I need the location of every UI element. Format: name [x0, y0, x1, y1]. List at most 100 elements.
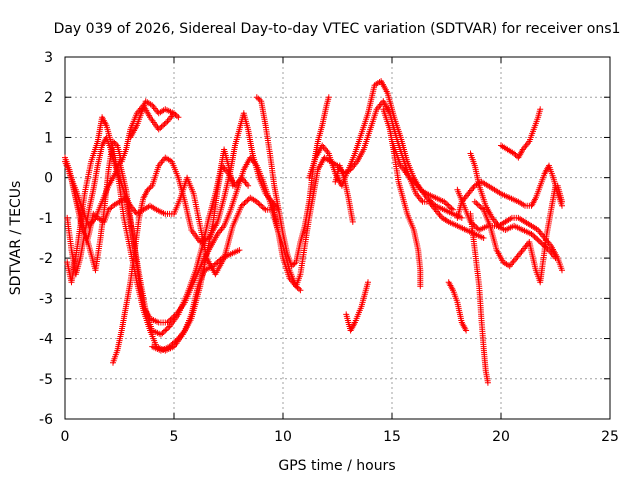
data-point-marker [241, 200, 248, 207]
data-point-marker [426, 197, 433, 204]
data-point-marker [477, 204, 484, 211]
data-point-marker [480, 235, 487, 241]
data-point-marker [107, 205, 114, 212]
trace-t5 [64, 114, 252, 354]
data-point-marker [538, 240, 545, 247]
trace-t6 [110, 110, 282, 366]
data-point-marker [165, 324, 172, 331]
data-point-marker [444, 201, 451, 208]
data-point-marker [242, 198, 249, 205]
data-point-marker [484, 379, 491, 386]
data-point-marker [471, 198, 478, 205]
data-point-marker [296, 285, 302, 292]
data-point-marker [325, 94, 332, 101]
trace-t13 [343, 279, 371, 334]
data-point-marker [407, 176, 414, 182]
data-point-marker [255, 95, 262, 102]
data-point-marker [216, 257, 223, 264]
data-point-marker [429, 200, 436, 207]
plot-frame [64, 56, 611, 420]
data-point-marker [255, 200, 262, 207]
trace-t22 [471, 182, 565, 286]
trace-t20 [467, 210, 491, 386]
x-tick-label: 0 [61, 429, 70, 445]
data-point-marker [511, 150, 518, 157]
data-point-marker [332, 178, 339, 185]
data-point-marker [290, 261, 297, 268]
trace-t12 [332, 162, 356, 225]
data-point-marker [412, 180, 419, 186]
data-point-marker [256, 201, 263, 208]
trace-t19 [498, 106, 544, 161]
x-tick-label: 25 [601, 429, 619, 445]
x-tick-label: 20 [492, 429, 510, 445]
trace-t10 [269, 98, 487, 290]
data-point-marker [473, 224, 480, 231]
axis-ticks: 0 5 10 15 20 25 -6 -5 -4 -3 -2 -1 0 1 2 3 [39, 50, 619, 445]
data-point-marker [417, 283, 424, 290]
data-points [62, 78, 565, 386]
data-point-marker [530, 232, 536, 239]
x-tick-label: 5 [170, 429, 179, 445]
data-point-marker [463, 327, 470, 334]
data-point-marker [236, 247, 243, 254]
data-point-marker [112, 141, 119, 148]
data-point-marker [160, 122, 167, 129]
data-point-marker [175, 114, 182, 121]
data-point-marker [442, 200, 449, 207]
trace-t8 [149, 247, 243, 354]
data-point-marker [423, 194, 430, 201]
data-point-marker [171, 110, 177, 117]
data-point-marker [261, 205, 268, 212]
data-point-marker [238, 202, 245, 209]
data-point-marker [146, 185, 153, 192]
y-tick-label: -2 [39, 251, 53, 267]
data-point-marker [158, 123, 165, 130]
data-point-marker [172, 338, 179, 345]
x-tick-label: 15 [383, 429, 401, 445]
data-point-marker [258, 202, 265, 209]
trace-t2 [62, 102, 182, 274]
trace-t7 [127, 98, 177, 141]
data-point-marker [473, 200, 480, 207]
y-tick-label: 2 [44, 90, 53, 106]
data-point-marker [244, 197, 251, 204]
y-tick-label: 0 [44, 171, 53, 187]
data-point-marker [173, 113, 180, 119]
y-tick-label: -4 [39, 332, 53, 348]
data-point-marker [161, 121, 168, 127]
data-point-marker [163, 119, 169, 126]
data-point-marker [159, 330, 166, 337]
data-point-marker [552, 255, 559, 262]
data-point-marker [297, 287, 304, 294]
data-point-marker [559, 267, 565, 274]
y-tick-label: -6 [39, 412, 53, 428]
data-point-marker [474, 201, 481, 208]
y-tick-label: 3 [44, 50, 53, 66]
data-point-marker [537, 106, 544, 113]
data-point-marker [445, 202, 452, 209]
data-point-marker [532, 235, 539, 241]
data-point-marker [365, 279, 371, 286]
y-tick-label: 1 [44, 130, 53, 146]
trace-t14 [380, 106, 424, 290]
data-point-marker [253, 94, 260, 101]
data-point-marker [162, 327, 169, 334]
data-point-marker [535, 237, 542, 244]
y-tick-label: -1 [39, 211, 53, 227]
data-point-marker [157, 125, 164, 132]
chart-title: Day 039 of 2026, Sidereal Day-to-day VTE… [54, 21, 621, 37]
data-point-marker [259, 204, 266, 211]
data-point-marker [476, 202, 483, 209]
data-point-marker [163, 326, 170, 333]
data-point-marker [559, 198, 565, 205]
trace-t21 [445, 279, 470, 334]
x-tick-label: 10 [274, 429, 292, 445]
data-point-marker [211, 261, 218, 268]
y-tick-label: -3 [39, 291, 53, 307]
data-point-marker [245, 182, 252, 189]
data-point-marker [537, 239, 544, 245]
x-axis-label: GPS time / hours [278, 458, 395, 474]
